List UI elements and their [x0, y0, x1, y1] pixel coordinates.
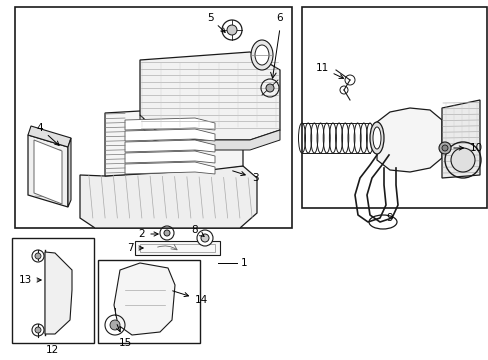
- Text: 9: 9: [386, 213, 392, 223]
- Polygon shape: [34, 140, 62, 204]
- Polygon shape: [28, 135, 68, 207]
- Circle shape: [441, 145, 447, 151]
- Circle shape: [35, 253, 41, 259]
- Text: 11: 11: [315, 63, 343, 78]
- Circle shape: [226, 25, 237, 35]
- Polygon shape: [140, 52, 280, 140]
- Text: 4: 4: [37, 123, 59, 145]
- Text: 5: 5: [206, 13, 225, 32]
- Circle shape: [265, 84, 273, 92]
- Circle shape: [110, 320, 120, 330]
- Text: 1: 1: [240, 258, 247, 268]
- Text: 15: 15: [116, 325, 131, 348]
- Circle shape: [163, 230, 170, 236]
- Circle shape: [201, 234, 208, 242]
- Polygon shape: [68, 138, 71, 207]
- Polygon shape: [125, 151, 215, 163]
- Polygon shape: [135, 241, 220, 255]
- Polygon shape: [45, 252, 72, 334]
- Text: 12: 12: [45, 345, 59, 355]
- Text: 14: 14: [172, 291, 208, 305]
- Polygon shape: [125, 140, 215, 152]
- Text: 3: 3: [232, 171, 258, 183]
- Text: 13: 13: [19, 275, 41, 285]
- Polygon shape: [125, 118, 215, 130]
- Polygon shape: [125, 129, 215, 141]
- Polygon shape: [376, 108, 441, 172]
- Polygon shape: [28, 126, 71, 147]
- Text: 2: 2: [139, 229, 158, 239]
- Ellipse shape: [369, 122, 383, 154]
- Polygon shape: [441, 100, 479, 178]
- Ellipse shape: [254, 45, 268, 65]
- Text: 7: 7: [126, 243, 143, 253]
- Circle shape: [35, 327, 41, 333]
- Circle shape: [438, 142, 450, 154]
- Polygon shape: [80, 166, 257, 228]
- Polygon shape: [125, 162, 215, 174]
- Text: 6: 6: [276, 13, 283, 23]
- Circle shape: [197, 230, 213, 246]
- Polygon shape: [140, 115, 280, 150]
- Text: 8: 8: [191, 225, 203, 237]
- Ellipse shape: [250, 40, 272, 70]
- Polygon shape: [114, 263, 175, 335]
- Ellipse shape: [372, 127, 380, 149]
- Polygon shape: [105, 107, 243, 176]
- Text: 10: 10: [453, 143, 482, 153]
- Circle shape: [450, 148, 474, 172]
